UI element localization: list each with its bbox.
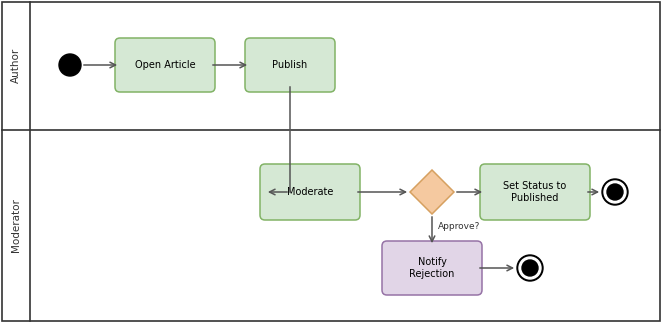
FancyBboxPatch shape: [382, 241, 482, 295]
Text: Moderator: Moderator: [11, 198, 21, 252]
Circle shape: [517, 255, 543, 281]
FancyBboxPatch shape: [480, 164, 590, 220]
Circle shape: [607, 184, 623, 200]
Circle shape: [519, 257, 541, 279]
Circle shape: [522, 260, 538, 276]
Circle shape: [604, 181, 626, 203]
FancyBboxPatch shape: [260, 164, 360, 220]
Text: Moderate: Moderate: [287, 187, 333, 197]
Text: Approve?: Approve?: [438, 222, 481, 231]
Circle shape: [59, 54, 81, 76]
FancyBboxPatch shape: [245, 38, 335, 92]
FancyBboxPatch shape: [115, 38, 215, 92]
Circle shape: [602, 179, 628, 205]
Polygon shape: [410, 170, 454, 214]
Text: Author: Author: [11, 47, 21, 83]
Text: Notify
Rejection: Notify Rejection: [409, 257, 455, 279]
Text: Open Article: Open Article: [134, 60, 195, 70]
Text: Publish: Publish: [272, 60, 308, 70]
Text: Set Status to
Published: Set Status to Published: [503, 181, 567, 203]
